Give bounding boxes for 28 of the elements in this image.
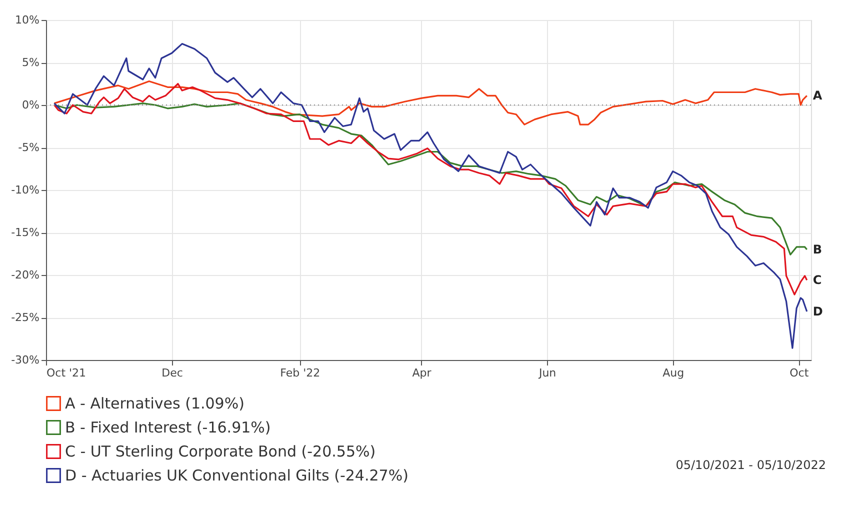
y-tick-label: -20% xyxy=(11,268,40,282)
line-series xyxy=(53,80,808,126)
x-tick-label: Jun xyxy=(538,366,556,380)
x-tick-label: Oct xyxy=(790,366,810,380)
line-series xyxy=(53,82,808,296)
legend-label: D - Actuaries UK Conventional Gilts (-24.27%) xyxy=(65,466,408,484)
x-tick-label: Dec xyxy=(162,366,183,380)
x-tick-label: Aug xyxy=(662,366,684,380)
y-tick-label: -5% xyxy=(18,141,40,154)
legend-label: C - UT Sterling Corporate Bond (-20.55%) xyxy=(65,442,376,460)
x-tick-label: Apr xyxy=(412,366,432,380)
y-tick-label: 5% xyxy=(22,56,40,69)
line-series xyxy=(53,43,808,349)
y-tick-label: 10% xyxy=(15,14,40,26)
legend-label: A - Alternatives (1.09%) xyxy=(65,394,244,412)
x-tick-label: Feb '22 xyxy=(280,366,320,380)
y-tick-label: -30% xyxy=(11,354,40,366)
annotation: C xyxy=(812,273,822,288)
annotation: B xyxy=(812,242,822,256)
y-tick-label: -10% xyxy=(11,184,40,196)
annotation: D xyxy=(812,304,823,319)
y-tick-label: 0% xyxy=(22,98,40,112)
text: 05/10/2021 - 05/10/2022 xyxy=(676,458,826,472)
x-tick-label: Oct '21 xyxy=(46,366,86,380)
y-tick-label: -15% xyxy=(11,226,40,239)
y-tick-label: -25% xyxy=(11,311,40,324)
legend-label: B - Fixed Interest (-16.91%) xyxy=(65,418,271,436)
annotation: A xyxy=(812,88,823,103)
